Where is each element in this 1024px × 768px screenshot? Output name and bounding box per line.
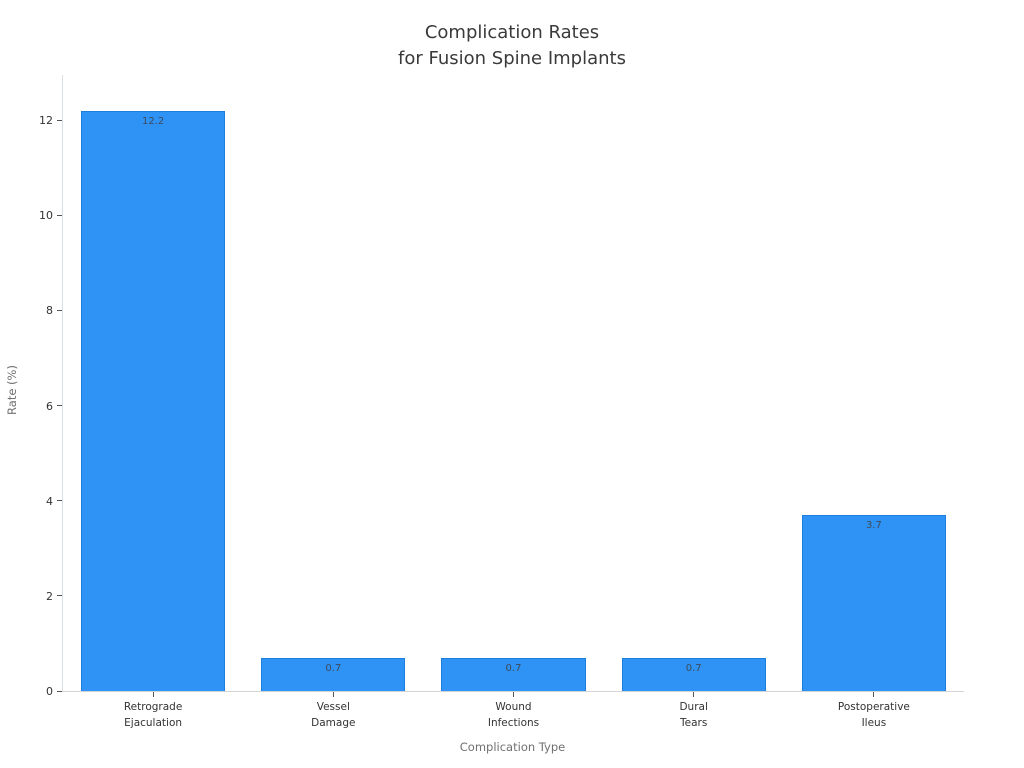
y-tick-label: 12 [39,114,53,128]
bar-value-label: 3.7 [865,520,882,531]
x-tick-mark [513,692,514,697]
x-tick-mark [152,692,154,697]
x-tick-label: Dural Tears [679,701,708,729]
y-tick-mark [57,595,62,597]
y-tick-label: 6 [46,399,53,413]
bar: 0.7 [441,657,586,691]
y-axis-label: Rate (%) [5,365,19,415]
bar: 0.7 [621,657,766,691]
bar-value-label: 0.7 [505,662,522,674]
x-tick-mark [873,692,875,697]
y-tick-label: 4 [46,494,53,508]
y-tick-label: 8 [46,304,53,318]
x-tick-label: Retrograde Ejaculation [123,701,183,729]
y-tick-label: 10 [39,209,53,223]
plot-area: 0 2 4 6 8 10 12 12.2 Retrograde Ejaculation 0.7 Ve… [39,75,964,729]
bar-value-label: 12.2 [141,115,165,127]
y-tick-label: 0 [46,685,53,698]
y-tick-mark [57,214,62,216]
y-tick-mark [57,690,62,692]
bar-value-label: 0.7 [685,662,702,674]
y-tick-label: 2 [46,589,53,603]
y-tick-mark [57,309,62,311]
x-axis-label: Complication Type [459,740,566,754]
y-tick-mark [57,405,62,407]
bar: 12.2 [81,110,226,691]
x-tick-mark [693,692,695,697]
x-tick-mark [332,692,334,697]
y-tick-mark [57,119,62,121]
x-tick-label: Vessel Damage [311,701,356,729]
x-tick-label: Postoperative Ileus [837,701,910,729]
bar-value-label: 0.7 [325,662,342,674]
bar: 3.7 [801,515,946,691]
chart-title: Complication Rates for Fusion Spine Impl… [398,22,626,69]
y-tick-mark [57,500,62,502]
bar: 0.7 [261,657,406,691]
x-tick-label: Wound Infections [487,701,540,729]
